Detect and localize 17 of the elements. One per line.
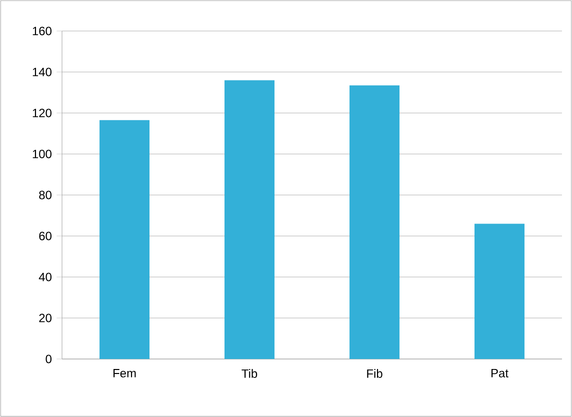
y-tick-label: 100 <box>32 150 52 158</box>
bar <box>224 80 275 359</box>
x-tick-label: Pat <box>491 369 508 378</box>
x-tick-label: Fem <box>113 369 136 378</box>
y-tick-label: 0 <box>46 354 52 364</box>
bar <box>100 120 150 359</box>
y-tick-label: 120 <box>32 108 52 118</box>
x-tick-label: Fib <box>367 369 382 378</box>
x-tick-label: Tib <box>242 369 258 378</box>
y-tick-label: 80 <box>39 190 52 200</box>
y-tick-label: 60 <box>39 232 52 240</box>
y-tick-label: 20 <box>39 314 52 322</box>
bar <box>474 224 524 359</box>
y-tick-label: 160 <box>32 26 52 36</box>
y-tick-label: 40 <box>38 272 52 282</box>
bar <box>350 85 400 359</box>
y-tick-label: 140 <box>32 68 52 76</box>
